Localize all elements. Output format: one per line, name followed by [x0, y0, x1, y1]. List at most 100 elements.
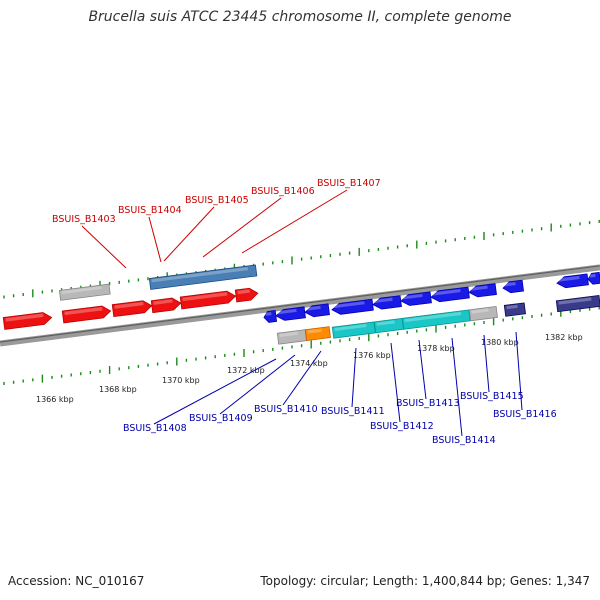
- gene-body: [2, 312, 53, 330]
- gene-highlight: [114, 301, 144, 309]
- leader-line: [81, 225, 127, 269]
- gene-body: [587, 271, 600, 285]
- gene-body: [61, 305, 112, 324]
- gene-red-6: [234, 287, 259, 303]
- gene-blue-2: [275, 306, 306, 321]
- gene-label: BSUIS_B1411: [321, 406, 385, 417]
- gene-body: [401, 309, 471, 330]
- gene-highlight: [151, 267, 249, 283]
- kbp-label: 1376 kbp: [353, 351, 391, 360]
- gene-highlight: [182, 292, 228, 302]
- gene-gray-c: [468, 306, 498, 322]
- leader-line: [351, 347, 357, 408]
- gene-orange: [304, 326, 331, 342]
- kbp-label: 1370 kbp: [162, 376, 200, 385]
- gene-navy-2: [555, 294, 600, 313]
- gene-highlight: [64, 306, 103, 316]
- gene-highlight: [237, 289, 250, 295]
- leader-line: [241, 189, 348, 254]
- gene-highlight: [333, 301, 365, 309]
- genome-summary: Topology: circular; Length: 1,400,844 bp…: [260, 574, 590, 588]
- gene-label: BSUIS_B1416: [493, 409, 557, 420]
- gene-highlight: [376, 320, 395, 326]
- gene-label: BSUIS_B1409: [189, 413, 253, 424]
- kbp-label: 1374 kbp: [290, 359, 328, 368]
- gene-blue-10: [556, 273, 589, 289]
- gene-red-3: [111, 300, 153, 318]
- gene-highlight: [432, 289, 461, 296]
- gene-blue-1: [263, 310, 278, 323]
- gene-body: [179, 290, 237, 310]
- gene-highlight: [504, 282, 516, 287]
- inner-tick-row: [3, 306, 600, 385]
- kbp-label: 1380 kbp: [481, 338, 519, 347]
- gene-blue-4: [331, 298, 374, 315]
- gene-cyan-3: [401, 309, 471, 330]
- leader-line: [390, 342, 401, 423]
- gene-body: [276, 329, 307, 345]
- gene-navy-1: [503, 302, 526, 317]
- gene-body: [58, 283, 111, 301]
- gene-red-5: [179, 290, 237, 310]
- kbp-label: 1382 kbp: [545, 333, 583, 342]
- gene-highlight: [470, 285, 488, 291]
- gene-label: BSUIS_B1408: [123, 423, 187, 434]
- kbp-label: 1372 kbp: [227, 366, 265, 375]
- leader-line: [515, 331, 523, 411]
- gene-blue-11: [587, 271, 600, 285]
- gene-highlight: [402, 293, 423, 300]
- gene-blue-6: [400, 291, 432, 306]
- gene-label: BSUIS_B1413: [396, 398, 460, 409]
- gene-highlight: [5, 313, 44, 322]
- gene-body: [430, 286, 470, 303]
- leader-line: [163, 206, 215, 262]
- gene-label: BSUIS_B1410: [254, 404, 318, 415]
- gene-body: [556, 273, 589, 289]
- gene-highlight: [279, 331, 298, 338]
- gene-body: [234, 287, 259, 303]
- leader-line: [483, 334, 490, 393]
- gene-blue-8: [468, 283, 497, 298]
- leader-line: [148, 216, 162, 263]
- gene-body: [111, 300, 153, 318]
- gene-blue-7: [430, 286, 470, 303]
- gene-cyan-2: [373, 317, 404, 334]
- gene-body: [304, 303, 330, 318]
- gene-highlight: [334, 323, 367, 332]
- gene-highlight: [374, 297, 393, 303]
- gene-label: BSUIS_B1407: [317, 178, 381, 189]
- gene-highlight: [404, 311, 462, 323]
- leader-line: [219, 354, 296, 415]
- gene-body: [468, 283, 497, 298]
- kbp-label: 1366 kbp: [36, 395, 74, 404]
- gene-body: [263, 310, 278, 323]
- gene-body: [331, 298, 374, 315]
- gene-label: BSUIS_B1412: [370, 421, 434, 432]
- gene-label: BSUIS_B1403: [52, 214, 116, 225]
- gene-body: [468, 306, 498, 322]
- gene-highlight: [277, 308, 297, 315]
- gene-gray-a: [58, 283, 111, 301]
- gene-body: [502, 279, 524, 294]
- gene-body: [400, 291, 432, 306]
- leader-line: [418, 339, 427, 400]
- gene-highlight: [307, 328, 322, 334]
- gene-red-2: [61, 305, 112, 324]
- gene-label: BSUIS_B1405: [185, 195, 249, 206]
- kbp-label: 1378 kbp: [417, 344, 455, 353]
- leader-line: [451, 337, 463, 437]
- gene-highlight: [61, 286, 102, 294]
- gene-label: BSUIS_B1406: [251, 186, 315, 197]
- kbp-label: 1368 kbp: [99, 385, 137, 394]
- backbone-edge: [0, 265, 600, 343]
- gene-highlight: [558, 297, 592, 305]
- gene-body: [304, 326, 331, 342]
- gene-highlight: [506, 304, 518, 310]
- gene-body: [503, 302, 526, 317]
- leader-line: [153, 358, 277, 425]
- gene-blue-5: [372, 295, 402, 310]
- gene-label: BSUIS_B1404: [118, 205, 182, 216]
- gene-red-1: [2, 312, 53, 330]
- gene-red-4: [150, 297, 182, 314]
